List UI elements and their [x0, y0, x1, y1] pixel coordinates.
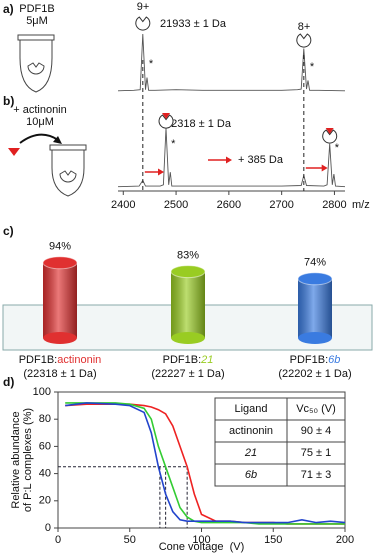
annotation: 21933 ± 1 Da: [160, 18, 227, 30]
y-tick-label: 40: [39, 468, 51, 480]
annotation: 22318 ± 1 Da: [165, 118, 232, 130]
series-line: [65, 402, 346, 524]
arrow-head: [321, 164, 328, 172]
x-axis-label: Cone voltage (V): [159, 541, 245, 553]
cylinder-shade: [298, 278, 332, 338]
x-tick-label: 2400: [111, 199, 135, 211]
x-tick-label: 2500: [164, 199, 188, 211]
panel-label: d): [3, 375, 14, 389]
protein-icon: [296, 33, 312, 48]
annotation: *: [335, 142, 340, 154]
spectrum: [117, 127, 346, 188]
y-tick-label: 80: [39, 413, 51, 425]
arrow-head: [53, 136, 62, 144]
category-label: PDF1B:6b: [290, 354, 341, 366]
y-axis-label: of P:L complexes (%): [22, 408, 34, 512]
annotation: 10μM: [26, 116, 54, 128]
tube-icon: [17, 34, 55, 93]
mass-label: (22318 ± 1 Da): [23, 368, 96, 380]
spectrum: [117, 33, 346, 92]
cylinder-shade: [171, 271, 205, 338]
protein-icon: [158, 114, 174, 129]
y-tick-label: 60: [39, 440, 51, 452]
cylinder-bottom: [298, 332, 332, 344]
category-label: PDF1B:21: [163, 354, 214, 366]
x-tick-label: 200: [336, 534, 354, 546]
x-tick-label: 2600: [217, 199, 241, 211]
x-tick-label: 0: [55, 534, 61, 546]
cylinder-top: [42, 256, 78, 270]
curved-arrow: [19, 133, 59, 144]
table-cell: 6b: [245, 469, 257, 481]
value-label: 83%: [177, 250, 199, 262]
mass-label: (22202 ± 1 Da): [278, 368, 351, 380]
panel-label: b): [3, 94, 14, 108]
panel-label: c): [3, 224, 14, 238]
y-tick-label: 0: [45, 522, 51, 534]
annotation: 8+: [298, 21, 311, 33]
table-cell: 71 ± 3: [301, 469, 332, 481]
y-tick-label: 100: [33, 386, 51, 398]
ligand-icon: [162, 113, 171, 119]
annotation: PDF1B: [19, 3, 54, 15]
annotation: + 385 Da: [238, 154, 284, 166]
table-cell: 75 ± 1: [301, 447, 332, 459]
table-cell: 90 ± 4: [301, 425, 332, 437]
x-tick-label: 50: [124, 534, 136, 546]
x-tick-label: 2800: [322, 199, 346, 211]
table-header: Ligand: [234, 403, 267, 415]
cylinder-bottom: [43, 332, 77, 344]
value-label: 94%: [49, 241, 71, 253]
y-tick-label: 20: [39, 495, 51, 507]
protein-icon: [322, 129, 338, 144]
cylinder-bottom: [171, 332, 205, 344]
tube-icon: [49, 144, 87, 197]
x-tick-label: 100: [192, 534, 210, 546]
annotation: 5μM: [26, 15, 48, 27]
arrow-head: [158, 168, 165, 176]
arrow-head: [226, 156, 232, 164]
x-tick-label: 2700: [269, 199, 293, 211]
table-header: Vc₅₀ (V): [296, 403, 336, 415]
ligand-icon: [8, 148, 20, 156]
annotation: *: [310, 61, 315, 73]
x-axis-label: m/z: [352, 199, 370, 211]
cylinder-shade: [43, 262, 77, 338]
value-label: 74%: [304, 257, 326, 269]
y-axis-label: Relative abundance: [10, 411, 22, 508]
table-cell: actinonin: [229, 425, 273, 437]
panel-label: a): [3, 2, 14, 16]
cylinder-top: [297, 272, 333, 286]
x-tick-label: 150: [264, 534, 282, 546]
mass-label: (22227 ± 1 Da): [151, 368, 224, 380]
ligand-icon: [325, 128, 334, 134]
table-cell: 21: [244, 447, 257, 459]
annotation: + actinonin: [13, 104, 67, 116]
annotation: *: [149, 58, 154, 70]
annotation: *: [171, 138, 176, 150]
annotation: 9+: [137, 1, 150, 13]
protein-icon: [135, 16, 151, 31]
cylinder-top: [170, 265, 206, 279]
category-label: PDF1B:actinonin: [19, 354, 102, 366]
